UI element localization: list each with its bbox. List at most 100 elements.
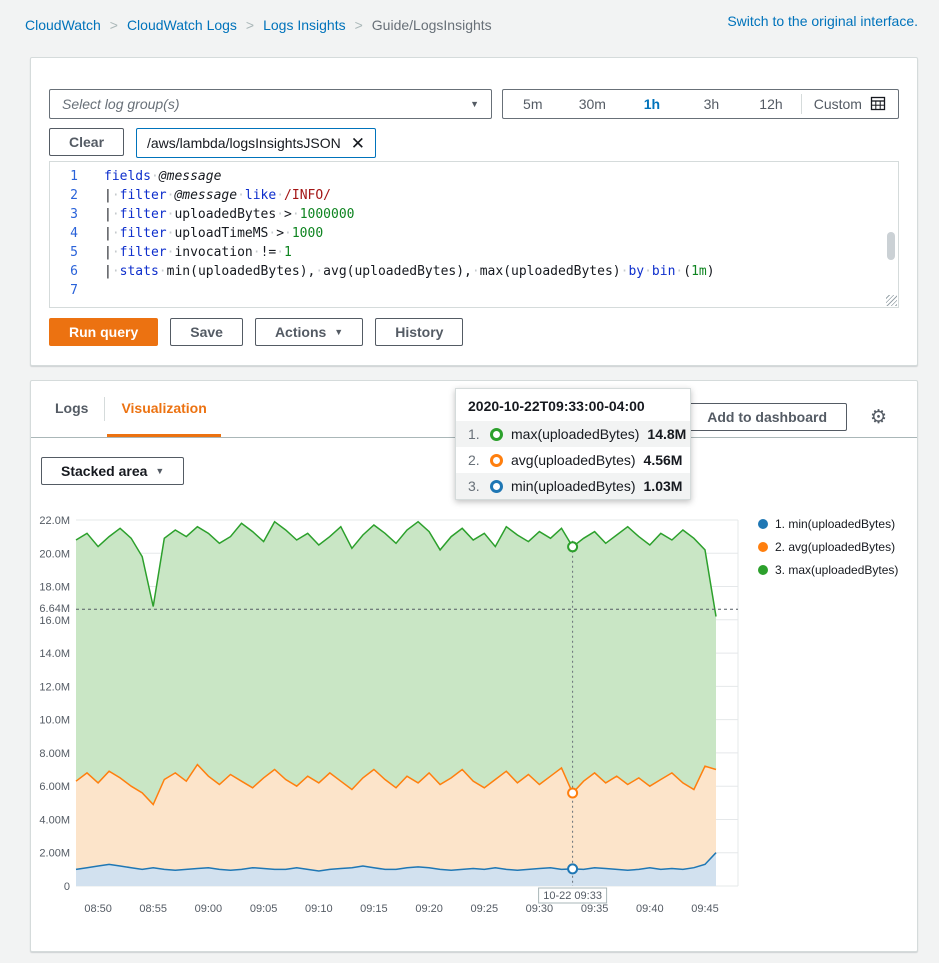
calendar-icon — [870, 95, 886, 114]
token-id: max — [479, 264, 504, 279]
series-ring-icon — [490, 453, 503, 467]
breadcrumb-item[interactable]: Logs Insights — [263, 17, 346, 33]
chart[interactable]: 0 2.00M 4.00M 6.00M 8.00M 10.0M 12.0M 14.0M 16.0… — [33, 505, 749, 917]
svg-text:09:10: 09:10 — [305, 903, 333, 915]
tooltip-series-value: 1.03M — [643, 478, 683, 494]
tooltip-series-label: avg(uploadedBytes) — [511, 452, 636, 468]
time-range-5m[interactable]: 5m — [523, 96, 543, 112]
token-id: uploadedBytes — [354, 264, 457, 279]
query-actions-row: Run query Save Actions ▼ History — [49, 318, 464, 346]
legend-item[interactable]: 3. max(uploadedBytes) — [758, 563, 898, 577]
time-range-12h[interactable]: 12h — [759, 96, 783, 112]
whitespace-dot: · — [276, 207, 285, 222]
stacked-area-chart[interactable]: 0 2.00M 4.00M 6.00M 8.00M 10.0M 12.0M 14.0M 16.0… — [33, 505, 749, 917]
breadcrumb-item: Guide/LogsInsights — [371, 17, 492, 33]
query-editor-line: 5 |·filter·invocation·!=·1 — [50, 243, 898, 262]
tooltip-series-value: 14.8M — [647, 426, 687, 442]
token-pt: ) — [612, 264, 621, 279]
log-group-select[interactable]: Select log group(s) ▼ — [49, 89, 492, 119]
time-range-custom[interactable]: Custom — [802, 95, 898, 114]
whitespace-dot: · — [252, 245, 261, 260]
whitespace-dot: · — [237, 188, 245, 203]
whitespace-dot: · — [675, 264, 684, 279]
svg-text:10.0M: 10.0M — [39, 715, 70, 727]
chevron-down-icon: ▼ — [334, 327, 344, 337]
svg-text:8.00M: 8.00M — [39, 748, 70, 760]
gear-icon[interactable]: ⚙ — [864, 405, 893, 429]
token-op: | — [104, 245, 112, 260]
svg-text:08:55: 08:55 — [139, 903, 167, 915]
svg-text:22.0M: 22.0M — [39, 515, 70, 527]
line-number: 7 — [70, 283, 78, 298]
token-id: min — [166, 264, 191, 279]
breadcrumb-item[interactable]: CloudWatch Logs — [126, 17, 237, 33]
tab-logs[interactable]: Logs — [55, 399, 89, 416]
line-code: |·filter·@message·like·/INFO/ — [104, 186, 331, 205]
run-query-button[interactable]: Run query — [49, 318, 159, 346]
token-kw: filter — [119, 207, 167, 222]
token-op: | — [104, 207, 112, 222]
whitespace-dot: · — [276, 245, 285, 260]
tooltip-series-label: max(uploadedBytes) — [511, 426, 640, 442]
token-kw: filter — [119, 188, 167, 203]
token-pt: ) — [706, 264, 715, 279]
tooltip-row: 1. max(uploadedBytes) 14.8M — [456, 421, 690, 447]
tab-visualization[interactable]: Visualization — [107, 381, 221, 437]
breadcrumb-item[interactable]: CloudWatch — [25, 17, 101, 33]
time-range-30m[interactable]: 30m — [578, 96, 606, 112]
legend-item[interactable]: 1. min(uploadedBytes) — [758, 517, 898, 531]
line-code: |·filter·invocation·!=·1 — [104, 243, 292, 262]
query-editor-line: 4 |·filter·uploadTimeMS·>·1000 — [50, 224, 898, 243]
whitespace-dot: · — [150, 169, 159, 184]
svg-text:09:25: 09:25 — [471, 903, 499, 915]
add-to-dashboard-button[interactable]: Add to dashboard — [687, 403, 847, 431]
svg-text:4.00M: 4.00M — [39, 815, 70, 827]
editor-resize-grip[interactable] — [886, 295, 897, 306]
token-var: @message — [174, 188, 238, 203]
chart-type-dropdown[interactable]: Stacked area ▼ — [41, 457, 185, 485]
query-editor[interactable]: 1 fields·@message 2 |·filter·@message·like·… — [49, 161, 899, 308]
time-range-1h[interactable]: 1h — [643, 96, 661, 112]
token-kw: stats — [119, 264, 159, 279]
token-id: avg — [323, 264, 347, 279]
svg-text:10-22 09:33: 10-22 09:33 — [543, 890, 602, 902]
svg-text:09:05: 09:05 — [250, 903, 278, 915]
query-panel: Select log group(s) ▼ 5m 30m 1h 3h 12h Custom… — [30, 57, 918, 366]
whitespace-dot: · — [166, 207, 175, 222]
clear-button[interactable]: Clear — [49, 128, 125, 156]
whitespace-dot: · — [166, 226, 175, 241]
switch-interface-link[interactable]: Switch to the original interface. — [727, 13, 918, 29]
svg-text:09:15: 09:15 — [360, 903, 388, 915]
time-range-divider — [800, 94, 802, 114]
token-re: /INFO/ — [284, 188, 332, 203]
line-number: 4 — [70, 226, 78, 241]
token-kw: by — [628, 264, 645, 279]
log-group-chip[interactable]: /aws/lambda/logsInsightsJSON ✕ — [136, 128, 377, 158]
time-range-3h[interactable]: 3h — [703, 96, 720, 112]
legend-item[interactable]: 2. avg(uploadedBytes) — [758, 540, 898, 554]
query-editor-lines: 1 fields·@message 2 |·filter·@message·like·… — [50, 162, 898, 300]
chevron-down-icon: ▼ — [155, 466, 165, 476]
editor-scrollbar[interactable] — [887, 232, 895, 260]
save-button[interactable]: Save — [170, 318, 243, 346]
svg-text:08:50: 08:50 — [84, 903, 112, 915]
actions-button[interactable]: Actions ▼ — [254, 318, 364, 346]
token-num: 1 — [284, 245, 292, 260]
tooltip-row-index: 1. — [468, 426, 480, 442]
whitespace-dot: · — [166, 245, 175, 260]
token-num: 1m — [691, 264, 707, 279]
whitespace-dot: · — [284, 226, 292, 241]
whitespace-dot: · — [111, 245, 120, 260]
token-id: uploadTimeMS — [174, 226, 269, 241]
remove-chip-icon[interactable]: ✕ — [350, 133, 366, 153]
tooltip-rows: 1. max(uploadedBytes) 14.8M 2. avg(uploadedB… — [456, 421, 690, 499]
line-code: |·stats·min(uploadedBytes),·avg(uploaded… — [104, 262, 715, 281]
svg-text:09:20: 09:20 — [415, 903, 443, 915]
token-id: uploadedBytes — [174, 207, 277, 222]
token-num: 1000000 — [299, 207, 355, 222]
log-group-chip-label: /aws/lambda/logsInsightsJSON — [147, 135, 341, 151]
line-code: |·filter·uploadedBytes·>·1000000 — [104, 205, 354, 224]
whitespace-dot: · — [644, 264, 652, 279]
history-button[interactable]: History — [375, 318, 464, 346]
